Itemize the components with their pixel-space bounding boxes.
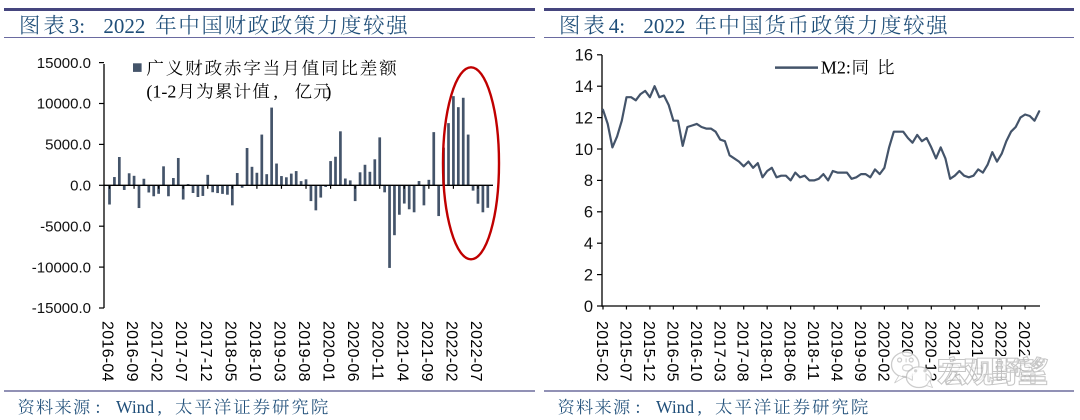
svg-text:2022: 2022 [103, 14, 145, 38]
svg-text:2021-09: 2021-09 [418, 321, 435, 382]
svg-text:0.0: 0.0 [70, 178, 91, 195]
svg-text:8: 8 [584, 172, 593, 190]
svg-text:12: 12 [575, 109, 593, 127]
svg-text:2018-06: 2018-06 [781, 321, 798, 382]
svg-text:2019-08: 2019-08 [295, 321, 312, 382]
svg-text:2017-03: 2017-03 [710, 321, 727, 382]
svg-text:2017-07: 2017-07 [172, 321, 189, 382]
svg-text:-15000.0: -15000.0 [32, 300, 91, 317]
svg-text:M2:: M2: [821, 58, 851, 78]
svg-text:2018-05: 2018-05 [221, 321, 238, 382]
svg-text:2015-12: 2015-12 [640, 321, 657, 382]
svg-text:2: 2 [584, 266, 593, 284]
svg-text:2019-04: 2019-04 [828, 321, 845, 382]
svg-text:-5000.0: -5000.0 [40, 218, 91, 235]
svg-text:-10000.0: -10000.0 [32, 259, 91, 276]
svg-text:2017-08: 2017-08 [734, 321, 751, 382]
svg-text:2015-02: 2015-02 [593, 321, 610, 382]
svg-text:,: , [274, 82, 279, 102]
svg-text:2016-09: 2016-09 [123, 321, 140, 382]
svg-text:5000.0: 5000.0 [45, 137, 91, 154]
svg-text:0: 0 [584, 298, 593, 316]
svg-text:2020-11: 2020-11 [369, 321, 386, 381]
svg-text:4:: 4: [609, 14, 625, 38]
svg-text:6: 6 [584, 204, 593, 222]
svg-text:2016-04: 2016-04 [99, 321, 116, 382]
svg-text:2019-03: 2019-03 [270, 321, 287, 382]
svg-text:2019-09: 2019-09 [851, 321, 868, 382]
svg-text:2020-12: 2020-12 [921, 321, 938, 382]
svg-text:2020-01: 2020-01 [320, 321, 337, 382]
svg-text:10: 10 [575, 141, 593, 159]
svg-text:2017-12: 2017-12 [197, 321, 214, 382]
svg-text:2020-02: 2020-02 [874, 321, 891, 382]
svg-text:2018-10: 2018-10 [246, 321, 263, 382]
svg-text:(1-2: (1-2 [146, 82, 176, 103]
svg-text:2017-02: 2017-02 [148, 321, 165, 382]
svg-text:2022: 2022 [643, 14, 685, 38]
svg-text:4: 4 [584, 235, 593, 253]
svg-text:14: 14 [575, 78, 593, 96]
svg-text:2022-07: 2022-07 [467, 321, 484, 382]
svg-text:3:: 3: [69, 14, 85, 38]
svg-text:2015-07: 2015-07 [616, 321, 633, 382]
svg-text:2018-11: 2018-11 [804, 321, 821, 381]
svg-text:2020-06: 2020-06 [344, 321, 361, 382]
svg-text:15000.0: 15000.0 [37, 55, 91, 72]
svg-text:2016-05: 2016-05 [663, 321, 680, 382]
svg-text:2018-01: 2018-01 [757, 321, 774, 382]
svg-text:16: 16 [575, 47, 593, 65]
svg-text:2022-02: 2022-02 [442, 321, 459, 382]
svg-text:10000.0: 10000.0 [37, 96, 91, 113]
svg-text:2016-10: 2016-10 [687, 321, 704, 382]
svg-text:2021-04: 2021-04 [393, 321, 410, 382]
svg-text:): ) [325, 82, 331, 103]
